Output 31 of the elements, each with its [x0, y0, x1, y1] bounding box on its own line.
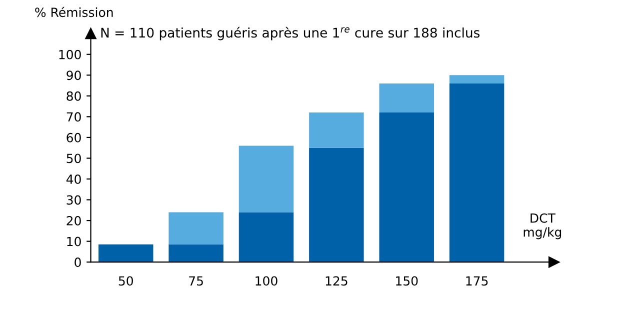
bar	[449, 83, 504, 262]
x-tick-label: 150	[396, 276, 418, 286]
bar	[238, 146, 294, 212]
y-tick-label: 0	[74, 258, 81, 268]
bar	[379, 83, 434, 113]
bar	[98, 244, 154, 262]
chart-title: N = 110 patients guéris après une 1$^{re}$ cure sur 188 inclus	[101, 26, 480, 40]
x-tick-label: 125	[326, 276, 348, 286]
x-axis-title: DCT mg/kg	[524, 213, 562, 240]
y-tick-label: 50	[66, 154, 81, 164]
x-tick-label: 75	[189, 276, 203, 286]
bar	[309, 112, 364, 148]
x-tick-label: 175	[466, 276, 488, 286]
x-tick-label: 100	[256, 276, 278, 286]
y-tick-label: 90	[66, 70, 81, 80]
bar	[168, 244, 224, 262]
y-tick-label: 30	[66, 195, 81, 205]
y-tick-label: 10	[67, 236, 81, 246]
y-tick-label: 20	[66, 216, 81, 226]
y-tick-label: 40	[66, 174, 81, 184]
y-axis-title: % Rémission	[35, 6, 113, 18]
x-tick-label: 50	[118, 276, 133, 286]
bar	[309, 148, 364, 262]
bar	[449, 75, 504, 84]
bar	[379, 112, 434, 262]
bar	[168, 212, 224, 244]
y-tick-label: 60	[66, 132, 81, 142]
y-tick-label: 100	[59, 50, 81, 60]
y-tick-label: 70	[66, 112, 81, 122]
y-tick-label: 80	[66, 91, 81, 101]
bar	[238, 212, 294, 262]
